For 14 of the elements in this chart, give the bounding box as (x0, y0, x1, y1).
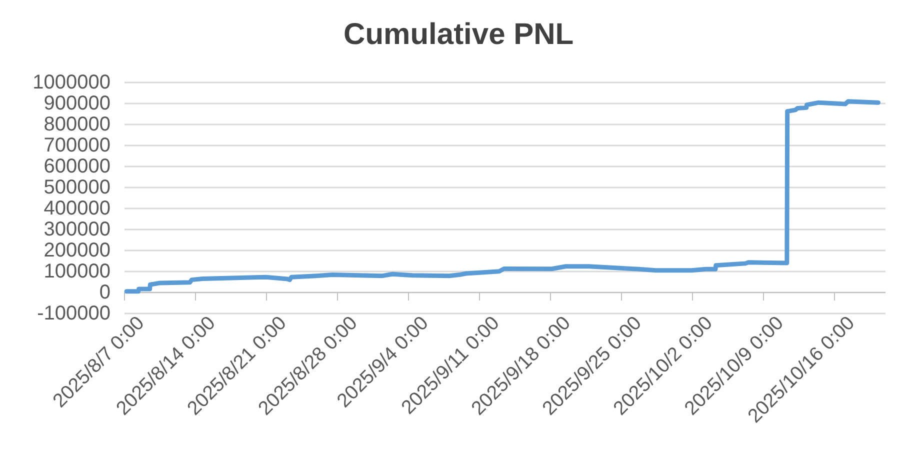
y-tick-label: 0 (99, 282, 110, 304)
y-tick-label: 700000 (44, 134, 110, 156)
y-tick-label: 500000 (44, 176, 110, 198)
y-tick-label: 800000 (44, 114, 110, 136)
y-tick-label: 1000000 (32, 72, 110, 94)
y-tick-label: 900000 (44, 92, 110, 114)
y-tick-label: -100000 (37, 302, 110, 324)
y-tick-label: 100000 (44, 260, 110, 282)
y-tick-label: 600000 (44, 156, 110, 178)
y-tick-label: 200000 (44, 240, 110, 262)
chart-title: Cumulative PNL (344, 18, 574, 51)
y-tick-label: 400000 (44, 198, 110, 220)
line-series (124, 99, 880, 294)
y-tick-label: 300000 (44, 218, 110, 240)
